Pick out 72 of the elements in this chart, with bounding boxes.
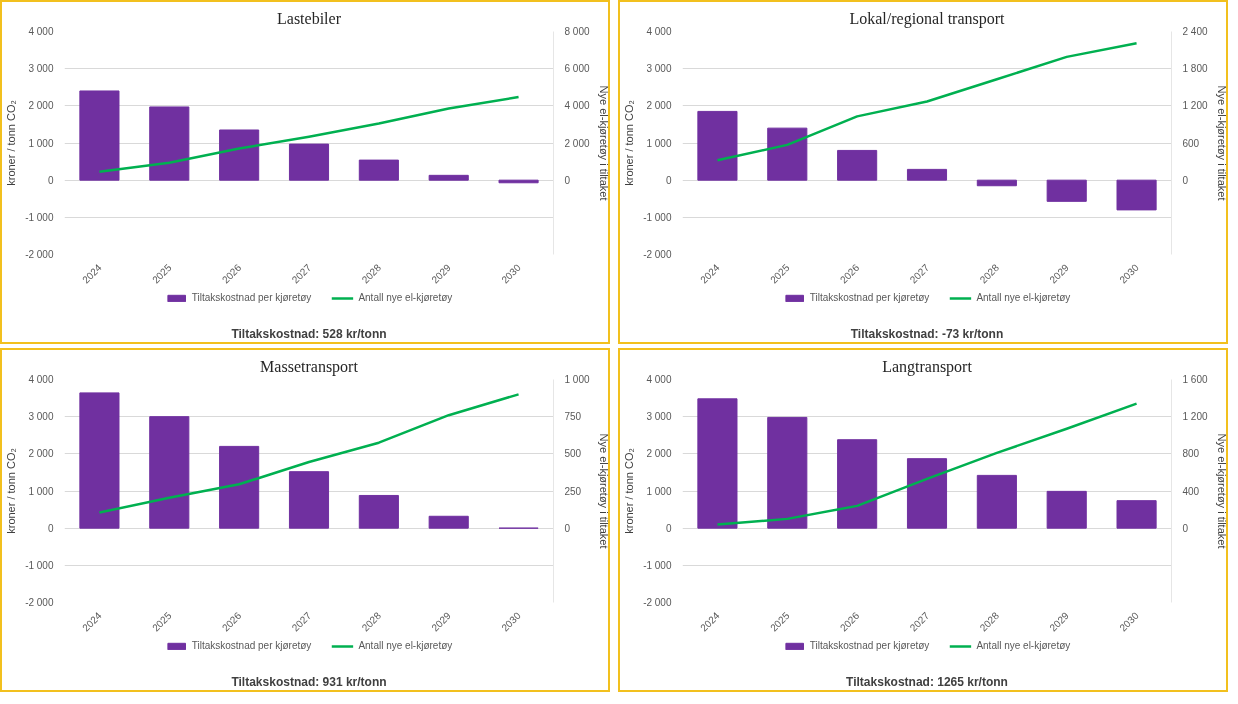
- text: Tiltakskostnad: 528 kr/tonn: [231, 326, 387, 341]
- y2-tick-label: 400: [1182, 485, 1200, 497]
- y2-tick-label: 1 600: [1182, 374, 1208, 385]
- legend-label: Antall nye el-kjøretøy: [358, 640, 453, 651]
- y-axis-title: kroner / tonn CO₂: [623, 100, 636, 186]
- y2-axis-title: Nye el-kjøretøy i tiltaket: [597, 433, 610, 549]
- y-axis-title: kroner / tonn CO₂: [5, 448, 18, 534]
- y-tick-label: -2 000: [643, 249, 672, 260]
- y-tick-label: 3 000: [646, 63, 672, 75]
- y2-tick-label: 0: [1182, 522, 1189, 534]
- y-tick-label: -2 000: [25, 249, 54, 260]
- y-tick-label: -2 000: [643, 597, 672, 608]
- y2-axis-title: Nye el-kjøretøy i tiltaket: [1215, 433, 1228, 549]
- y-tick-label: 1 000: [28, 137, 54, 149]
- y-tick-label: 4 000: [646, 26, 672, 37]
- y-tick-label: 0: [47, 522, 54, 534]
- chart-title: Langtransport: [882, 357, 973, 376]
- y-tick-label: 3 000: [28, 63, 54, 75]
- y-tick-label: 4 000: [28, 374, 54, 385]
- text: Tiltakskostnad: 931 kr/tonn: [231, 674, 387, 689]
- y-tick-label: 0: [47, 174, 54, 186]
- y-axis-title: kroner / tonn CO₂: [623, 448, 636, 534]
- y2-axis-title: Nye el-kjøretøy i tiltaket: [597, 85, 610, 201]
- y-tick-label: -1 000: [25, 559, 54, 571]
- y-tick-label: 4 000: [646, 374, 672, 385]
- y2-tick-label: 6 000: [564, 63, 590, 75]
- y-tick-label: 1 000: [646, 137, 672, 149]
- y-tick-label: -1 000: [643, 211, 672, 223]
- y-axis-title: kroner / tonn CO₂: [5, 100, 18, 186]
- legend-label: Antall nye el-kjøretøy: [976, 640, 1071, 651]
- y2-tick-label: 2 400: [1182, 26, 1208, 37]
- chart-title: Lastebiler: [277, 9, 342, 27]
- y2-tick-label: 0: [1182, 174, 1189, 186]
- y-tick-label: 2 000: [28, 100, 54, 112]
- y-tick-label: 1 000: [646, 485, 672, 497]
- y2-tick-label: 1 800: [1182, 63, 1208, 75]
- y-tick-label: -1 000: [25, 211, 54, 223]
- y-tick-label: -2 000: [25, 597, 54, 608]
- y2-tick-label: 600: [1182, 137, 1200, 149]
- y-tick-label: 0: [665, 522, 672, 534]
- y-tick-label: 3 000: [646, 411, 672, 423]
- legend-label: Tiltakskostnad per kjøretøy: [809, 640, 930, 651]
- legend-label: Tiltakskostnad per kjøretøy: [191, 292, 312, 303]
- y-tick-label: 0: [665, 174, 672, 186]
- y2-tick-label: 2 000: [564, 137, 590, 149]
- y2-tick-label: 8 000: [564, 26, 590, 37]
- y2-tick-label: 1 200: [1182, 411, 1208, 423]
- chart-title: Lokal/regional transport: [849, 9, 1006, 28]
- y2-tick-label: 4 000: [564, 100, 590, 112]
- chart-title: Massetransport: [260, 357, 359, 376]
- y-tick-label: -1 000: [643, 559, 672, 571]
- y2-tick-label: 250: [564, 485, 582, 497]
- y-tick-label: 3 000: [28, 411, 54, 423]
- text: Tiltakskostnad: -73 kr/tonn: [850, 326, 1004, 341]
- y-tick-label: 2 000: [28, 448, 54, 460]
- legend-label: Tiltakskostnad per kjøretøy: [191, 640, 312, 651]
- text: Tiltakskostnad: 1265 kr/tonn: [846, 674, 1008, 689]
- y2-tick-label: 750: [564, 411, 582, 423]
- y-tick-label: 1 000: [28, 485, 54, 497]
- y2-tick-label: 800: [1182, 448, 1200, 460]
- legend-label: Antall nye el-kjøretøy: [358, 292, 453, 303]
- y2-tick-label: 500: [564, 448, 582, 460]
- y2-tick-label: 0: [564, 522, 571, 534]
- y2-tick-label: 0: [564, 174, 571, 186]
- y-tick-label: 2 000: [646, 448, 672, 460]
- legend-label: Tiltakskostnad per kjøretøy: [809, 292, 930, 303]
- y2-tick-label: 1 000: [564, 374, 590, 385]
- y2-axis-title: Nye el-kjøretøy i tiltaket: [1215, 85, 1228, 201]
- y-tick-label: 4 000: [28, 26, 54, 37]
- legend-label: Antall nye el-kjøretøy: [976, 292, 1071, 303]
- y2-tick-label: 1 200: [1182, 100, 1208, 112]
- y-tick-label: 2 000: [646, 100, 672, 112]
